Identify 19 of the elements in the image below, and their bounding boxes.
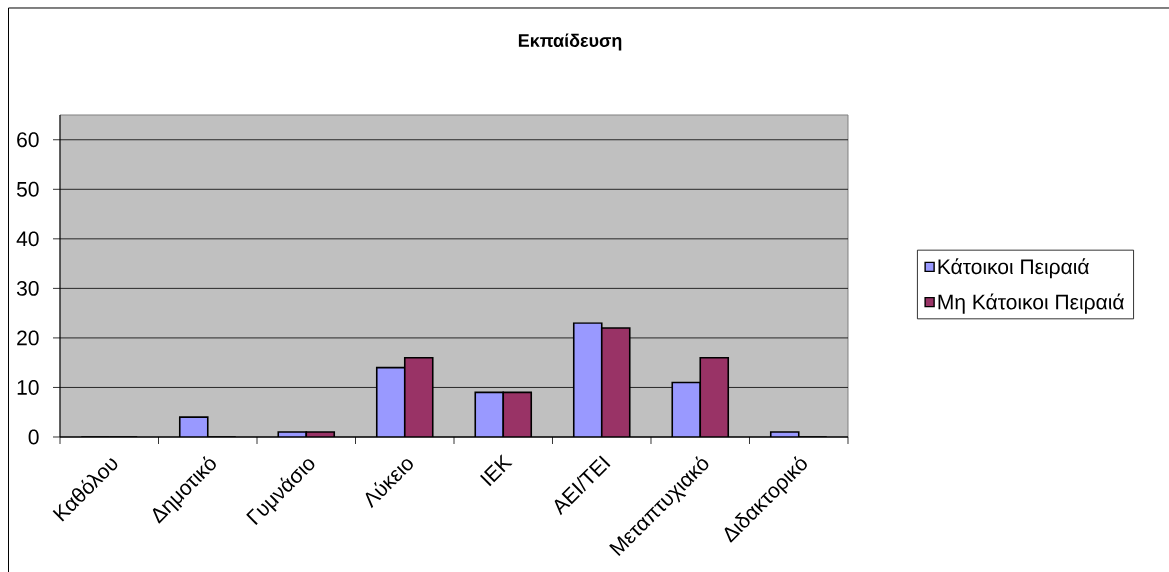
bar — [700, 357, 729, 437]
legend-label: Κάτοικοι Πειραιά — [938, 258, 1089, 279]
y-tick-label: 0 — [28, 429, 39, 445]
chart-title: Εκπαίδευση — [518, 33, 622, 51]
bar — [404, 357, 433, 437]
bar — [672, 382, 701, 437]
y-tick-label: 40 — [16, 231, 39, 247]
bar — [376, 367, 405, 437]
y-tick-label: 50 — [16, 181, 39, 197]
bar — [475, 392, 504, 437]
y-tick-label: 10 — [17, 380, 39, 395]
y-tick-label: 60 — [17, 132, 39, 148]
bar — [601, 328, 630, 437]
x-tick-label: ΙΕΚ — [480, 454, 513, 487]
bar — [573, 323, 602, 437]
bar — [503, 392, 532, 437]
y-tick-label: 20 — [17, 330, 39, 346]
y-tick-label: 30 — [16, 280, 39, 296]
legend-label: Μη Κάτοικοι Πειραιά — [938, 293, 1124, 314]
